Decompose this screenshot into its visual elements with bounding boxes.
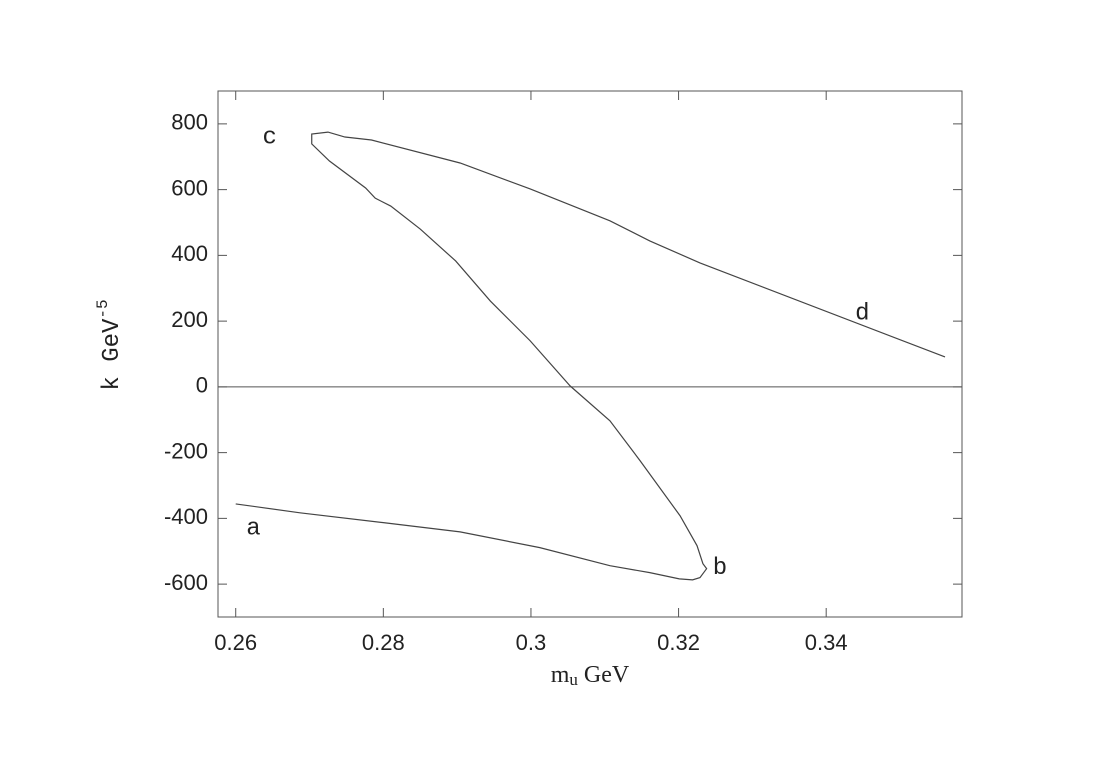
y-axis-label: k GeV-5 xyxy=(94,299,126,390)
annotation: a xyxy=(246,515,260,542)
y-tick-label: -400 xyxy=(164,504,208,529)
y-tick-label: 600 xyxy=(171,175,208,200)
y-tick-label: 0 xyxy=(196,373,208,398)
y-tick-label: -200 xyxy=(164,438,208,463)
y-tick-label: -600 xyxy=(164,570,208,595)
x-tick-label: 0.28 xyxy=(362,630,405,655)
x-axis-label: mu GeV xyxy=(551,662,630,689)
x-label-main: m xyxy=(551,662,570,688)
x-tick-label: 0.32 xyxy=(657,630,700,655)
plot-frame xyxy=(217,90,963,618)
x-label-sub: u xyxy=(569,670,578,689)
y-label-main: k GeV xyxy=(99,318,126,391)
annotation: c xyxy=(262,124,276,151)
x-tick-label: 0.26 xyxy=(214,630,257,655)
x-tick-label: 0.3 xyxy=(516,630,547,655)
annotation: d xyxy=(855,300,869,327)
annotation: b xyxy=(713,555,727,582)
x-label-rest: GeV xyxy=(578,662,630,688)
curve xyxy=(235,131,946,581)
y-tick-label: 800 xyxy=(171,110,208,135)
x-tick-label: 0.34 xyxy=(805,630,848,655)
y-tick-label: 400 xyxy=(171,241,208,266)
y-tick-label: 200 xyxy=(171,307,208,332)
y-label-sup: -5 xyxy=(94,299,112,318)
